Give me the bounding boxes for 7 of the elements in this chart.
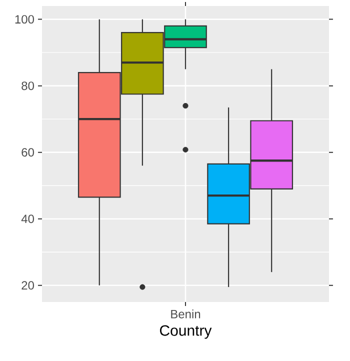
y-tick-label: 40 [21, 214, 34, 224]
y-tick-label: 100 [15, 15, 34, 24]
y-tick-label: 60 [22, 148, 34, 157]
y-tick-label: 80 [22, 82, 34, 90]
x-tick-label: Benin [171, 310, 200, 318]
x-axis-title: Country [160, 325, 212, 339]
y-tick-label: 20 [22, 281, 34, 290]
